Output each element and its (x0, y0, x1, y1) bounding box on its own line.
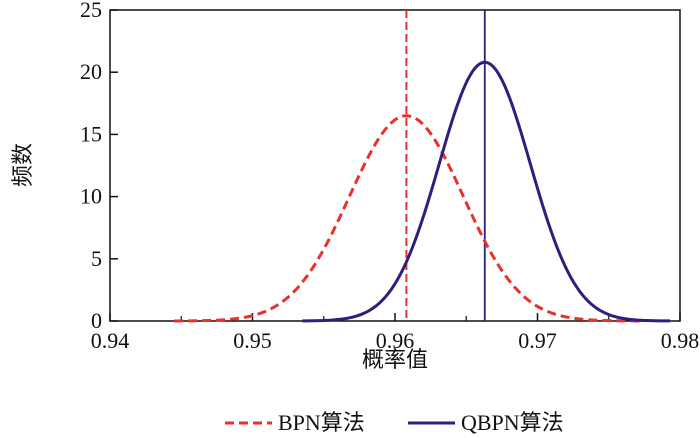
x-axis-label: 概率值 (362, 348, 428, 373)
plot-frame (110, 10, 680, 321)
series-curve-1 (302, 62, 670, 321)
x-tick-label-0: 0.94 (91, 328, 130, 353)
y-tick-label-5: 25 (80, 0, 102, 22)
y-tick-label-1: 5 (91, 246, 102, 271)
x-tick-label-3: 0.97 (518, 328, 557, 353)
x-tick-label-1: 0.95 (233, 328, 272, 353)
y-axis-label: 频数 (11, 143, 36, 187)
series-curve-0 (174, 116, 644, 321)
x-tick-label-4: 0.98 (661, 328, 700, 353)
y-tick-label-4: 20 (80, 59, 102, 84)
legend-label-bpn: BPN算法 (278, 410, 365, 435)
y-tick-label-3: 15 (80, 121, 102, 146)
reference-lines (406, 10, 484, 321)
y-tick-label-2: 10 (80, 184, 102, 209)
x-axis: 0.94 0.95 0.96 0.97 0.98 (91, 313, 700, 353)
legend-label-qbpn: QBPN算法 (461, 410, 564, 435)
series-curves (174, 62, 670, 321)
legend: BPN算法 QBPN算法 (225, 410, 564, 435)
